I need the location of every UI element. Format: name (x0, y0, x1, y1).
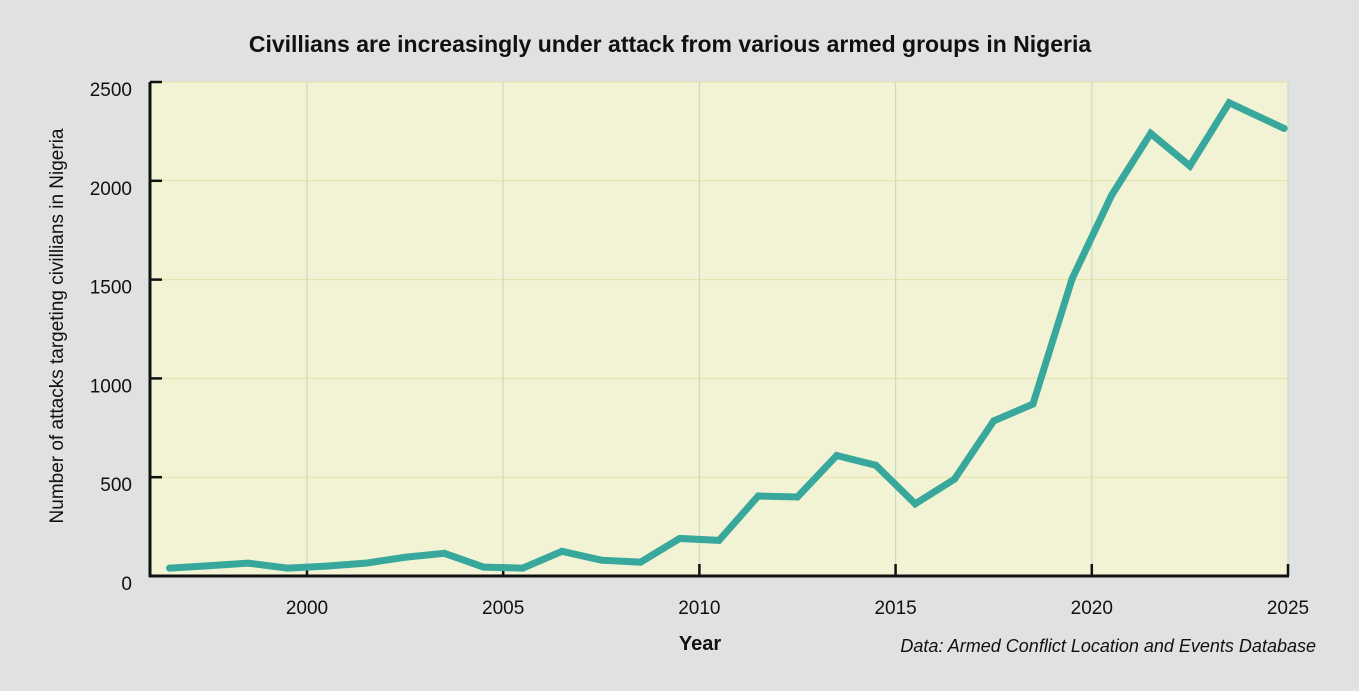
data-point (362, 559, 370, 567)
data-point (166, 564, 174, 572)
data-point (1147, 129, 1155, 137)
y-tick-label: 1000 (90, 376, 132, 397)
data-point (872, 461, 880, 469)
y-tick-label: 1500 (90, 278, 132, 299)
data-point (990, 417, 998, 425)
y-tick-label: 500 (100, 475, 132, 496)
data-point (1280, 124, 1288, 132)
data-point (1068, 275, 1076, 283)
gridlines (150, 81, 1289, 576)
tick-labels: 0 500 1000 1500 2000 2500 2000 2005 2010 2015 2020… (90, 80, 1309, 619)
source-note: Data: Armed Conflict Location and Events… (900, 636, 1316, 656)
data-point (1225, 99, 1233, 107)
data-point (754, 492, 762, 500)
data-point (676, 534, 684, 542)
data-point (911, 500, 919, 508)
axes (148, 80, 1290, 578)
data-point (480, 563, 488, 571)
data-point (793, 493, 801, 501)
data-point (715, 536, 723, 544)
x-tick-label: 2000 (286, 598, 328, 619)
x-tick-label: 2020 (1071, 598, 1113, 619)
x-tick-label: 2010 (678, 598, 720, 619)
data-point (205, 562, 213, 570)
data-points (166, 99, 1288, 572)
y-tick-label: 0 (121, 574, 132, 595)
data-point (401, 553, 409, 561)
data-point (597, 556, 605, 564)
data-point (323, 562, 331, 570)
data-point (1107, 192, 1115, 200)
data-point (833, 451, 841, 459)
chart-title: Civillians are increasingly under attack… (249, 31, 1092, 57)
x-tick-label: 2025 (1267, 598, 1309, 619)
y-tick-label: 2000 (90, 179, 132, 200)
plot-area (150, 82, 1288, 576)
x-tick-label: 2005 (482, 598, 524, 619)
y-axis-label: Number of attacks targeting civillians i… (47, 128, 68, 523)
data-point (558, 547, 566, 555)
data-point (637, 558, 645, 566)
data-point (283, 564, 291, 572)
data-point (950, 475, 958, 483)
data-point (244, 559, 252, 567)
data-point (1186, 162, 1194, 170)
data-point (440, 549, 448, 557)
data-point (1029, 400, 1037, 408)
data-point (519, 564, 527, 572)
x-axis-label: Year (679, 633, 721, 655)
x-tick-label: 2015 (874, 598, 916, 619)
y-tick-label: 2500 (90, 80, 132, 101)
